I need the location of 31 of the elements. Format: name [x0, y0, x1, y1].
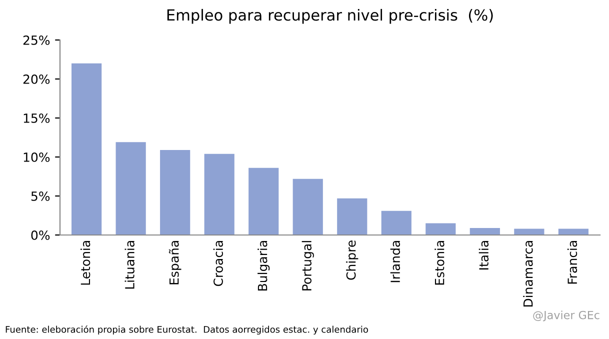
- x-tick-label: Portugal: [302, 241, 314, 290]
- y-tick-label: 20%: [23, 74, 50, 84]
- x-tick-label: Chipre: [346, 240, 358, 280]
- x-tick-label: Bulgaria: [258, 240, 270, 290]
- bar: [204, 154, 234, 235]
- y-tick-label: 15%: [24, 113, 50, 123]
- x-tick-label: Estonia: [434, 240, 444, 285]
- bar: [248, 168, 279, 235]
- x-tick-label: Croacia: [213, 240, 223, 286]
- x-tick-label: Italia: [478, 240, 489, 270]
- bar: [292, 178, 323, 235]
- y-tick-label: 10%: [24, 152, 50, 162]
- bar: [381, 210, 412, 235]
- x-tick-label: Lituania: [124, 240, 134, 289]
- bar: [470, 228, 500, 235]
- source-note: Fuente: eleboración propia sobre Eurostat. Datos aorregidos estac. y calendario: [6, 325, 368, 335]
- bar: [160, 150, 190, 235]
- x-tick-label: Irlanda: [390, 240, 400, 282]
- y-tick-label: 5%: [31, 191, 50, 201]
- x-tick-label: Letonia: [80, 240, 90, 285]
- bar: [116, 142, 146, 235]
- y-tick-label: 0%: [31, 230, 50, 240]
- bar: [337, 198, 368, 235]
- bar: [72, 63, 102, 235]
- text: @Javier GEc: [533, 310, 600, 322]
- y-tick-label: 25%: [23, 35, 50, 45]
- bar: [426, 223, 456, 235]
- x-tick-label: España: [168, 240, 182, 284]
- x-tick-label: Dinamarca: [523, 240, 533, 307]
- chart-title: Empleo para recuperar nivel pre-crisis (%): [167, 8, 493, 24]
- x-tick-label: Francia: [567, 240, 578, 284]
